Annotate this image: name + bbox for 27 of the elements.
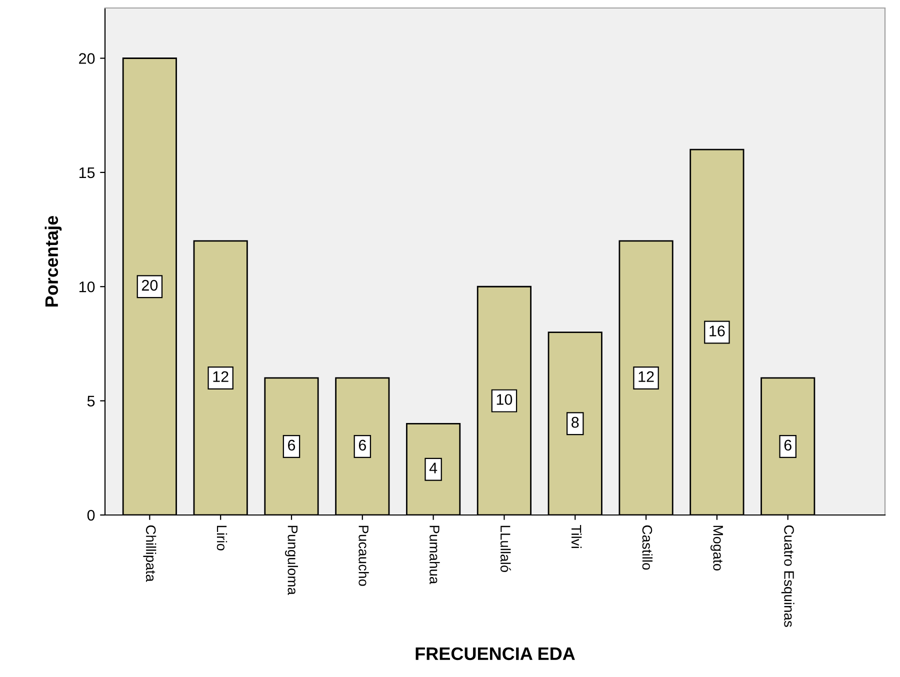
data-label: 12 [213,371,228,382]
x-tick-label: Pucaucho [358,526,369,586]
x-tick-label: Punguloma [285,526,298,595]
y-tick-label: 10 [79,281,95,292]
x-tick-label: Lirio [216,526,228,550]
x-tick-label: Tilvi [572,525,582,548]
x-axis-title: FRECUENCIA EDA [416,647,575,660]
data-label: 8 [572,416,579,428]
data-label: 4 [429,462,438,474]
data-label: 6 [358,440,366,451]
y-tick-label: 0 [87,510,95,521]
data-label: 6 [288,440,296,451]
y-tick-label: 5 [87,396,95,406]
x-tick-label: Mogato [710,526,723,570]
x-tick-label: Castillo [642,525,653,570]
data-label: 16 [710,326,725,336]
y-tick-label: 15 [79,167,95,178]
data-label: 20 [142,280,158,291]
x-tick-label: Pumahua [430,526,440,584]
x-tick-label: LLullaló [500,526,511,572]
y-tick-label: 20 [79,53,95,64]
y-axis-title: Porcentaje [44,216,62,306]
x-tick-label: Chillipata [143,525,156,582]
x-tick-label: Cuatro Esquinas [781,525,794,627]
data-label: 10 [496,394,512,405]
data-label: 12 [638,371,654,382]
data-label: 6 [784,440,792,451]
